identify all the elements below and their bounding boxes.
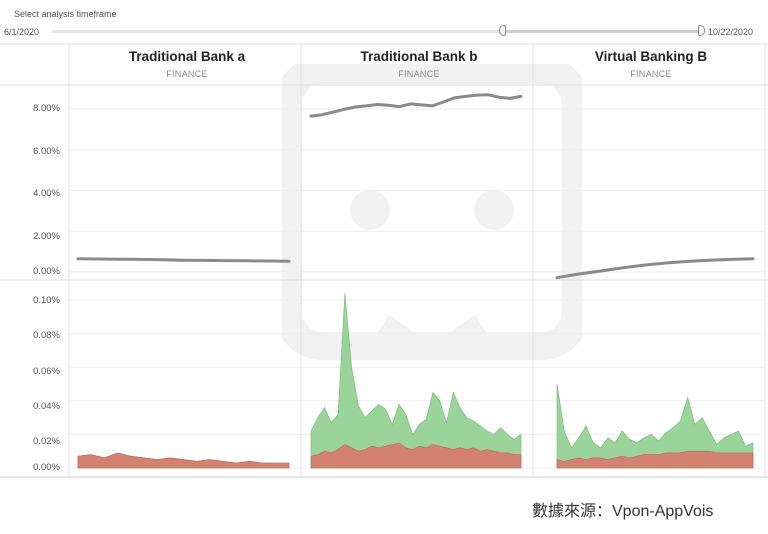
y-tick-label: 0.02% bbox=[33, 436, 60, 447]
line-series-1 bbox=[76, 257, 291, 263]
slider-start-handle[interactable] bbox=[499, 25, 506, 36]
y-tick-label: 6.00% bbox=[33, 146, 60, 157]
y-tick-label: 0.00% bbox=[33, 266, 60, 277]
y-tick-label: 0.06% bbox=[33, 366, 60, 377]
data-source-caption: 數據來源：Vpon-AppVois bbox=[532, 503, 714, 520]
panel-category-traditional-bank-a: FINANCE bbox=[166, 69, 208, 79]
area-series-red-3 bbox=[556, 450, 754, 469]
timeframe-slider-track[interactable] bbox=[52, 30, 704, 33]
panel-title-traditional-bank-b: Traditional Bank b bbox=[360, 49, 478, 64]
slider-title: Select analysis timeframe bbox=[14, 9, 117, 19]
y-tick-label: 0.10% bbox=[33, 295, 60, 306]
panel-category-traditional-bank-b: FINANCE bbox=[398, 69, 440, 79]
y-tick-label: 2.00% bbox=[33, 231, 60, 242]
panel-category-virtual-banking-b: FINANCE bbox=[630, 69, 672, 79]
line-series-2 bbox=[309, 93, 523, 118]
panel-title-virtual-banking-b: Virtual Banking B bbox=[594, 49, 708, 64]
panel-title-traditional-bank-a: Traditional Bank a bbox=[128, 49, 246, 64]
end-date-label: 10/22/2020 bbox=[708, 27, 754, 37]
y-tick-label: 0.04% bbox=[33, 401, 60, 412]
area-series-red-1 bbox=[77, 452, 290, 469]
area-series-green-3 bbox=[556, 383, 754, 469]
timeframe-slider-range bbox=[502, 30, 702, 33]
y-tick-label: 8.00% bbox=[33, 103, 60, 114]
y-tick-label: 0.08% bbox=[33, 330, 60, 341]
start-date-label: 6/1/2020 bbox=[4, 27, 40, 37]
slider-end-handle[interactable] bbox=[698, 25, 705, 36]
line-series-3 bbox=[555, 257, 755, 280]
y-tick-label: 0.00% bbox=[33, 462, 60, 473]
y-tick-label: 4.00% bbox=[33, 188, 60, 199]
area-series-red-2 bbox=[310, 442, 522, 469]
area-series-green-2 bbox=[310, 293, 522, 469]
